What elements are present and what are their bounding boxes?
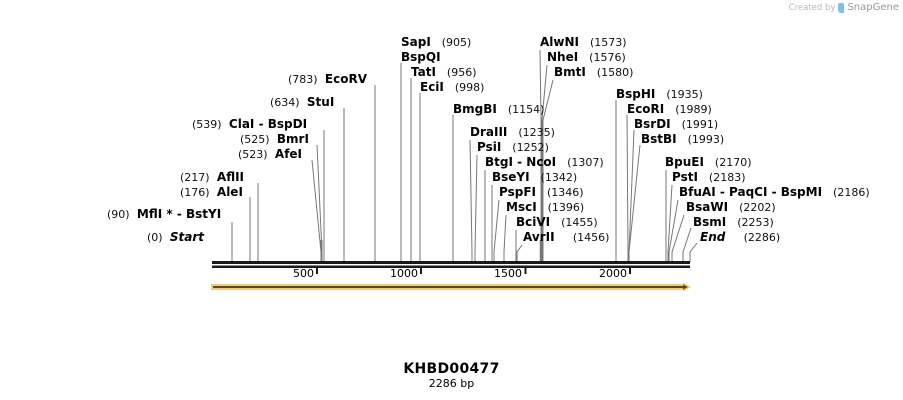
site-label-mfli-bstyi[interactable]: (90) MflI * - BstYI xyxy=(107,207,222,221)
site-label-bpuei[interactable]: BpuEI (2170) xyxy=(665,155,752,169)
site-label-bsphi[interactable]: BspHI (1935) xyxy=(616,87,703,101)
snapgene-branding: Created by SnapGene xyxy=(789,2,899,13)
site-label-psii[interactable]: PsiI (1252) xyxy=(477,140,549,154)
axis-ticks xyxy=(316,268,631,274)
site-label-start[interactable]: (0) Start xyxy=(147,230,205,244)
site-label-bstbi[interactable]: BstBI (1993) xyxy=(641,132,725,146)
site-label-ecii[interactable]: EciI (998) xyxy=(420,80,485,94)
site-label-afei[interactable]: (523) AfeI xyxy=(238,147,303,161)
site-label-bcivi[interactable]: BciVI (1455) xyxy=(516,215,598,229)
sequence-name: KHBD00477 xyxy=(403,361,500,377)
site-label-aflii[interactable]: (217) AflII xyxy=(180,170,245,184)
site-label-draiii[interactable]: DraIII (1235) xyxy=(470,125,555,139)
site-label-bsmi[interactable]: BsmI (2253) xyxy=(693,215,774,229)
site-label-msci[interactable]: MscI (1396) xyxy=(506,200,585,214)
site-label-bmri[interactable]: (525) BmrI xyxy=(240,132,309,146)
site-label-clai-bspdi[interactable]: (539) ClaI - BspDI xyxy=(192,117,308,131)
sequence-length: 2286 bp xyxy=(428,377,475,390)
snapgene-logo-icon xyxy=(838,2,845,13)
site-label-sapi[interactable]: SapI (905) xyxy=(401,35,472,49)
tick-label: 1500 xyxy=(494,267,522,280)
dna-backbone xyxy=(212,261,690,268)
tick-label: 1000 xyxy=(390,267,418,280)
site-label-avrii[interactable]: AvrII (1456) xyxy=(523,230,610,244)
tick-label: 2000 xyxy=(599,267,627,280)
site-label-psti[interactable]: PstI (2183) xyxy=(672,170,746,184)
site-label-end[interactable]: End (2286) xyxy=(700,230,781,244)
site-label-btgi-ncoi[interactable]: BtgI - NcoI (1307) xyxy=(485,155,604,169)
site-label-nhei[interactable]: NheI (1576) xyxy=(547,50,626,64)
site-label-bsawi[interactable]: BsaWI (2202) xyxy=(686,200,776,214)
site-label-tati[interactable]: TatI (956) xyxy=(411,65,477,79)
site-label-bspqi[interactable]: BspQI xyxy=(401,50,441,64)
site-label-pspfi[interactable]: PspFI (1346) xyxy=(499,185,584,199)
site-label-stui[interactable]: (634) StuI xyxy=(270,95,335,109)
site-label-ecorv[interactable]: (783) EcoRV xyxy=(288,72,367,86)
tick-label: 500 xyxy=(293,267,314,280)
site-label-bsrdi[interactable]: BsrDI (1991) xyxy=(634,117,719,131)
feature-arrow xyxy=(211,282,691,292)
site-label-ecori[interactable]: EcoRI (1989) xyxy=(627,102,712,116)
branding-prefix: Created by xyxy=(788,2,836,13)
site-label-bmgbi[interactable]: BmgBI (1154) xyxy=(453,102,545,116)
branding-name: SnapGene xyxy=(847,2,899,13)
site-lines xyxy=(231,49,698,262)
site-label-bfuai-paqci-bspmi[interactable]: BfuAI - PaqCI - BspMI (2186) xyxy=(679,185,870,199)
site-label-alwni[interactable]: AlwNI (1573) xyxy=(540,35,627,49)
site-label-bmti[interactable]: BmtI (1580) xyxy=(554,65,634,79)
site-label-bseyi[interactable]: BseYI (1342) xyxy=(492,170,578,184)
site-label-alei[interactable]: (176) AleI xyxy=(180,185,243,199)
